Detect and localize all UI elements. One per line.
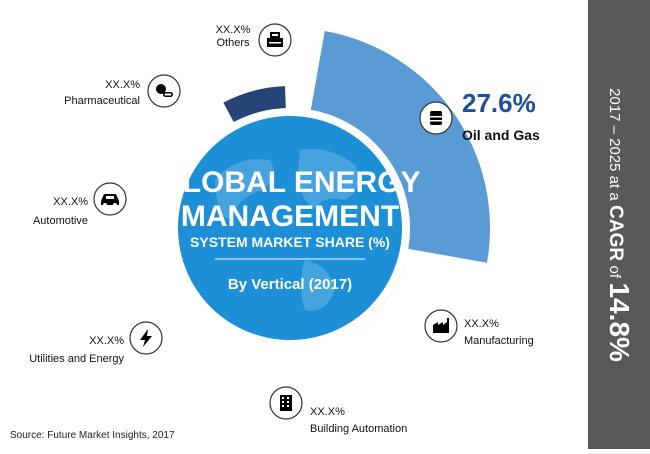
- cash-register-icon: [258, 23, 292, 57]
- segment-others: [223, 86, 286, 124]
- category-label-pharmaceutical: Pharmaceutical: [64, 95, 140, 107]
- value-label-manufacturing: XX.X%: [464, 318, 499, 330]
- category-label-utilities-and-energy: Utilities and Energy: [29, 353, 124, 365]
- pill-icon: [147, 74, 181, 108]
- chart-title-line-1: GLOBAL ENERGY: [159, 166, 420, 199]
- label-pharmaceutical: XX.X% Pharmaceutical: [64, 74, 181, 108]
- label-utilities-and-energy: XX.X% Utilities and Energy: [29, 321, 163, 365]
- category-label-automotive: Automotive: [33, 215, 88, 227]
- segment-oil-and-gas: [310, 31, 491, 263]
- chart-by-line: By Vertical (2017): [228, 276, 352, 293]
- value-label-oil-and-gas: 27.6%: [462, 88, 536, 118]
- radial-chart: GLOBAL ENERGY MANAGEMENT SYSTEM MARKET SH…: [29, 23, 540, 435]
- category-label-oil-and-gas: Oil and Gas: [462, 127, 540, 143]
- value-label-building-automation: XX.X%: [310, 406, 345, 418]
- label-oil-and-gas: 27.6% Oil and Gas: [419, 88, 540, 143]
- label-others: XX.X%Others: [216, 23, 292, 57]
- label-automotive: XX.X% Automotive: [33, 182, 127, 227]
- cagr-sidebar: 2017 – 2025 at a CAGR of 14.8%: [588, 0, 650, 449]
- cagr-of: of: [606, 265, 623, 278]
- chart-title-line-2: MANAGEMENT: [181, 200, 399, 233]
- label-building-automation: XX.X% Building Automation: [269, 386, 407, 435]
- cagr-prefix: 2017 – 2025 at a: [606, 87, 623, 201]
- cagr-text: 2017 – 2025 at a CAGR of 14.8%: [603, 88, 635, 362]
- value-label-utilities-and-energy: XX.X%: [89, 335, 124, 347]
- car-icon: [93, 182, 127, 216]
- lightning-bolt-icon: [129, 321, 163, 355]
- building-icon: [269, 386, 303, 420]
- factory-icon: [424, 309, 458, 343]
- cagr-label: CAGR: [605, 204, 626, 261]
- cagr-value: 14.8%: [604, 282, 635, 362]
- oil-barrel-icon: [419, 101, 453, 135]
- category-label-building-automation: Building Automation: [310, 423, 407, 435]
- category-label-manufacturing: Manufacturing: [464, 335, 534, 347]
- category-label-others: Others: [216, 37, 250, 49]
- center-disc: [178, 116, 402, 340]
- label-manufacturing: XX.X% Manufacturing: [424, 309, 534, 347]
- value-label-others: XX.X%: [216, 24, 251, 36]
- chart-title: GLOBAL ENERGY MANAGEMENT: [159, 166, 420, 233]
- chart-subtitle: SYSTEM MARKET SHARE (%): [190, 234, 390, 250]
- value-label-pharmaceutical: XX.X%: [105, 79, 140, 91]
- source-note: Source: Future Market Insights, 2017: [10, 430, 175, 441]
- globe-watermark-icon: [215, 149, 359, 311]
- value-label-automotive: XX.X%: [53, 196, 88, 208]
